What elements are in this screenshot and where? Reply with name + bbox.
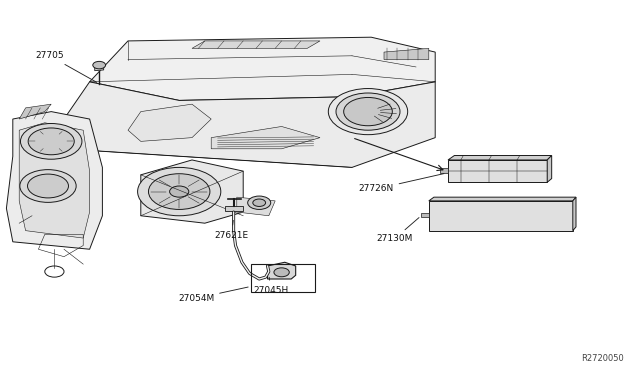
- Polygon shape: [95, 66, 104, 71]
- Polygon shape: [225, 206, 243, 211]
- Polygon shape: [237, 197, 275, 216]
- Polygon shape: [192, 41, 320, 48]
- Bar: [463, 205, 481, 213]
- Circle shape: [328, 89, 408, 135]
- Polygon shape: [90, 37, 435, 100]
- Bar: [511, 217, 529, 225]
- Text: R2720050: R2720050: [581, 354, 624, 363]
- Polygon shape: [64, 82, 435, 167]
- Polygon shape: [573, 197, 576, 231]
- Bar: [536, 205, 554, 213]
- Circle shape: [344, 97, 392, 126]
- Polygon shape: [448, 160, 547, 182]
- Circle shape: [20, 170, 76, 202]
- Polygon shape: [384, 48, 429, 60]
- Circle shape: [138, 167, 221, 216]
- Bar: [438, 217, 456, 225]
- Bar: [487, 217, 505, 225]
- Polygon shape: [547, 155, 552, 182]
- Text: 27621E: 27621E: [214, 220, 248, 240]
- Text: 27705: 27705: [35, 51, 97, 82]
- Bar: [251, 264, 315, 292]
- Polygon shape: [19, 104, 51, 119]
- Circle shape: [248, 196, 271, 209]
- Text: 27054M: 27054M: [178, 287, 248, 303]
- Polygon shape: [6, 112, 102, 249]
- Polygon shape: [19, 123, 90, 238]
- Bar: [536, 217, 554, 225]
- Circle shape: [28, 174, 68, 198]
- Text: 27045H: 27045H: [253, 277, 289, 295]
- Circle shape: [336, 93, 400, 130]
- Circle shape: [170, 186, 189, 197]
- Polygon shape: [440, 168, 448, 173]
- Polygon shape: [141, 160, 243, 223]
- Polygon shape: [128, 104, 211, 141]
- Circle shape: [28, 128, 74, 155]
- Polygon shape: [448, 155, 552, 160]
- Circle shape: [253, 199, 266, 206]
- Polygon shape: [211, 126, 320, 149]
- Bar: [487, 205, 505, 213]
- Circle shape: [274, 268, 289, 277]
- Bar: [463, 217, 481, 225]
- Bar: [511, 205, 529, 213]
- Bar: [438, 205, 456, 213]
- Text: 27130M: 27130M: [376, 218, 419, 243]
- Circle shape: [93, 61, 106, 69]
- Circle shape: [20, 124, 82, 159]
- Circle shape: [148, 174, 210, 209]
- Polygon shape: [421, 213, 429, 217]
- Text: 27726N: 27726N: [358, 174, 444, 193]
- Polygon shape: [268, 262, 296, 279]
- Polygon shape: [429, 201, 573, 231]
- Polygon shape: [429, 197, 576, 201]
